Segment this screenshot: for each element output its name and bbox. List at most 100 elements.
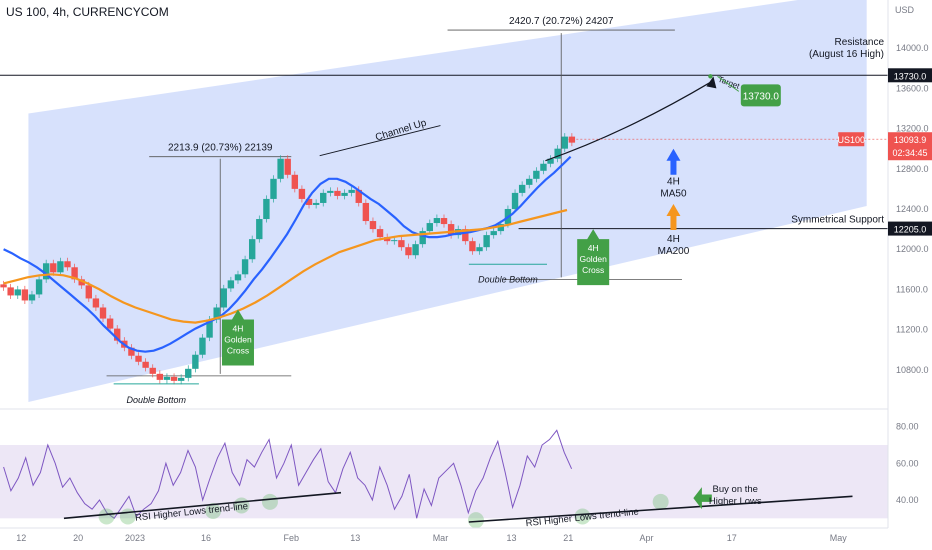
price-candle: [312, 199, 320, 209]
candle-body: [348, 189, 355, 193]
time-tick-label: 17: [727, 533, 737, 543]
candle-body: [547, 158, 554, 164]
golden-cross-2-box: [577, 229, 610, 286]
price-candle: [57, 257, 64, 276]
channel-arrow: [319, 125, 441, 157]
rsi-line: [3, 429, 573, 520]
time-tick-label: 13: [350, 533, 360, 543]
price-candle: [433, 214, 441, 227]
candle-body: [490, 231, 497, 236]
candle-body: [234, 274, 242, 281]
price-candle: [199, 334, 206, 359]
candle-body: [483, 235, 490, 248]
candle-body: [256, 219, 263, 240]
rsi-low-marker: [467, 512, 484, 529]
candle-body: [149, 367, 156, 374]
double-bottom-2-label: Double Bottom: [478, 274, 538, 284]
target-value: 13730.0: [743, 91, 780, 102]
candle-body: [227, 280, 235, 289]
price-tick-label: 13600.0: [896, 83, 929, 93]
candle-body: [561, 136, 568, 149]
target-dot: [708, 74, 713, 79]
ma50-arrow: [666, 148, 681, 175]
rsi-low-marker: [574, 508, 591, 525]
price-candle: [284, 155, 291, 179]
time-tick-label: 16: [201, 533, 211, 543]
price-axis-unit: USD: [895, 5, 915, 15]
candle-body: [497, 224, 505, 232]
price-tick-label: 12000.0: [896, 244, 929, 254]
price-candle: [426, 219, 433, 235]
price-candle: [64, 257, 71, 271]
price-candle: [99, 303, 107, 323]
candle-body: [241, 259, 249, 275]
golden-cross-2-text: Golden: [579, 254, 607, 264]
projection-arrowhead: [706, 76, 717, 89]
candle-body: [526, 178, 533, 185]
price-candle: [327, 187, 334, 197]
price-candle: [518, 181, 526, 197]
price-candle: [170, 373, 178, 385]
golden-cross-1-text: Golden: [224, 335, 252, 345]
price-candle: [540, 160, 547, 175]
price-candle: [270, 175, 277, 203]
time-tick-label: May: [830, 533, 848, 543]
price-candle: [462, 225, 469, 245]
buy-label-1: Buy on the: [713, 484, 758, 495]
buy-arrow: [693, 487, 712, 510]
time-tick-label: Feb: [284, 533, 300, 543]
golden-cross-2-text: Cross: [582, 265, 604, 275]
golden-cross-1-text: Cross: [227, 346, 249, 356]
rsi-tick-label: 60.00: [896, 458, 919, 468]
time-tick-label: 13: [506, 533, 516, 543]
candle-body: [405, 247, 412, 256]
candle-body: [327, 190, 334, 193]
candle-body: [64, 261, 71, 268]
time-tick-label: Apr: [639, 533, 653, 543]
time-tick-label: 12: [16, 533, 26, 543]
ma200-line: [3, 208, 568, 324]
channel-up-band: [28, 0, 867, 402]
candle-body: [177, 377, 185, 381]
price-candle: [92, 294, 100, 312]
candle-body: [92, 298, 100, 308]
candle-body: [135, 355, 142, 362]
candle-body: [277, 158, 284, 179]
symbol-header: US 100, 4h, CURRENCYCOM: [6, 5, 169, 19]
price-candle: [412, 240, 419, 259]
price-candle: [277, 155, 284, 183]
measure-2-label: 2420.7 (20.72%) 24207: [509, 16, 614, 27]
candle-body: [511, 192, 519, 209]
price-candle: [241, 255, 249, 278]
candle-body: [28, 294, 36, 301]
target-leader: [717, 75, 740, 92]
rsi-tick-label: 80.00: [896, 422, 919, 432]
candle-body: [163, 376, 171, 380]
time-tick-label: 2023: [125, 533, 145, 543]
price-candle: [298, 185, 306, 203]
candle-body: [476, 247, 483, 252]
candle-body: [99, 307, 107, 319]
price-candle: [227, 276, 235, 292]
candle-body: [0, 284, 7, 288]
ma200-label-1: 4H: [667, 234, 680, 245]
candle-body: [156, 373, 164, 380]
candle-body: [320, 192, 327, 203]
price-candle: [71, 263, 78, 283]
golden-cross-2-text: 4H: [588, 243, 599, 253]
price-candle: [35, 275, 43, 298]
candle-body: [192, 354, 199, 369]
price-candle: [320, 189, 327, 207]
resistance-label: Resistance: [835, 37, 885, 48]
candle-body: [362, 202, 370, 222]
price-candle: [511, 189, 519, 213]
candle-body: [469, 241, 476, 252]
ma200-label-2: MA200: [658, 246, 690, 257]
countdown-text: 02:34:45: [892, 148, 927, 158]
price-candle: [114, 325, 121, 345]
candle-body: [71, 267, 78, 280]
projection-curve: [545, 81, 711, 162]
price-candle: [234, 270, 242, 284]
